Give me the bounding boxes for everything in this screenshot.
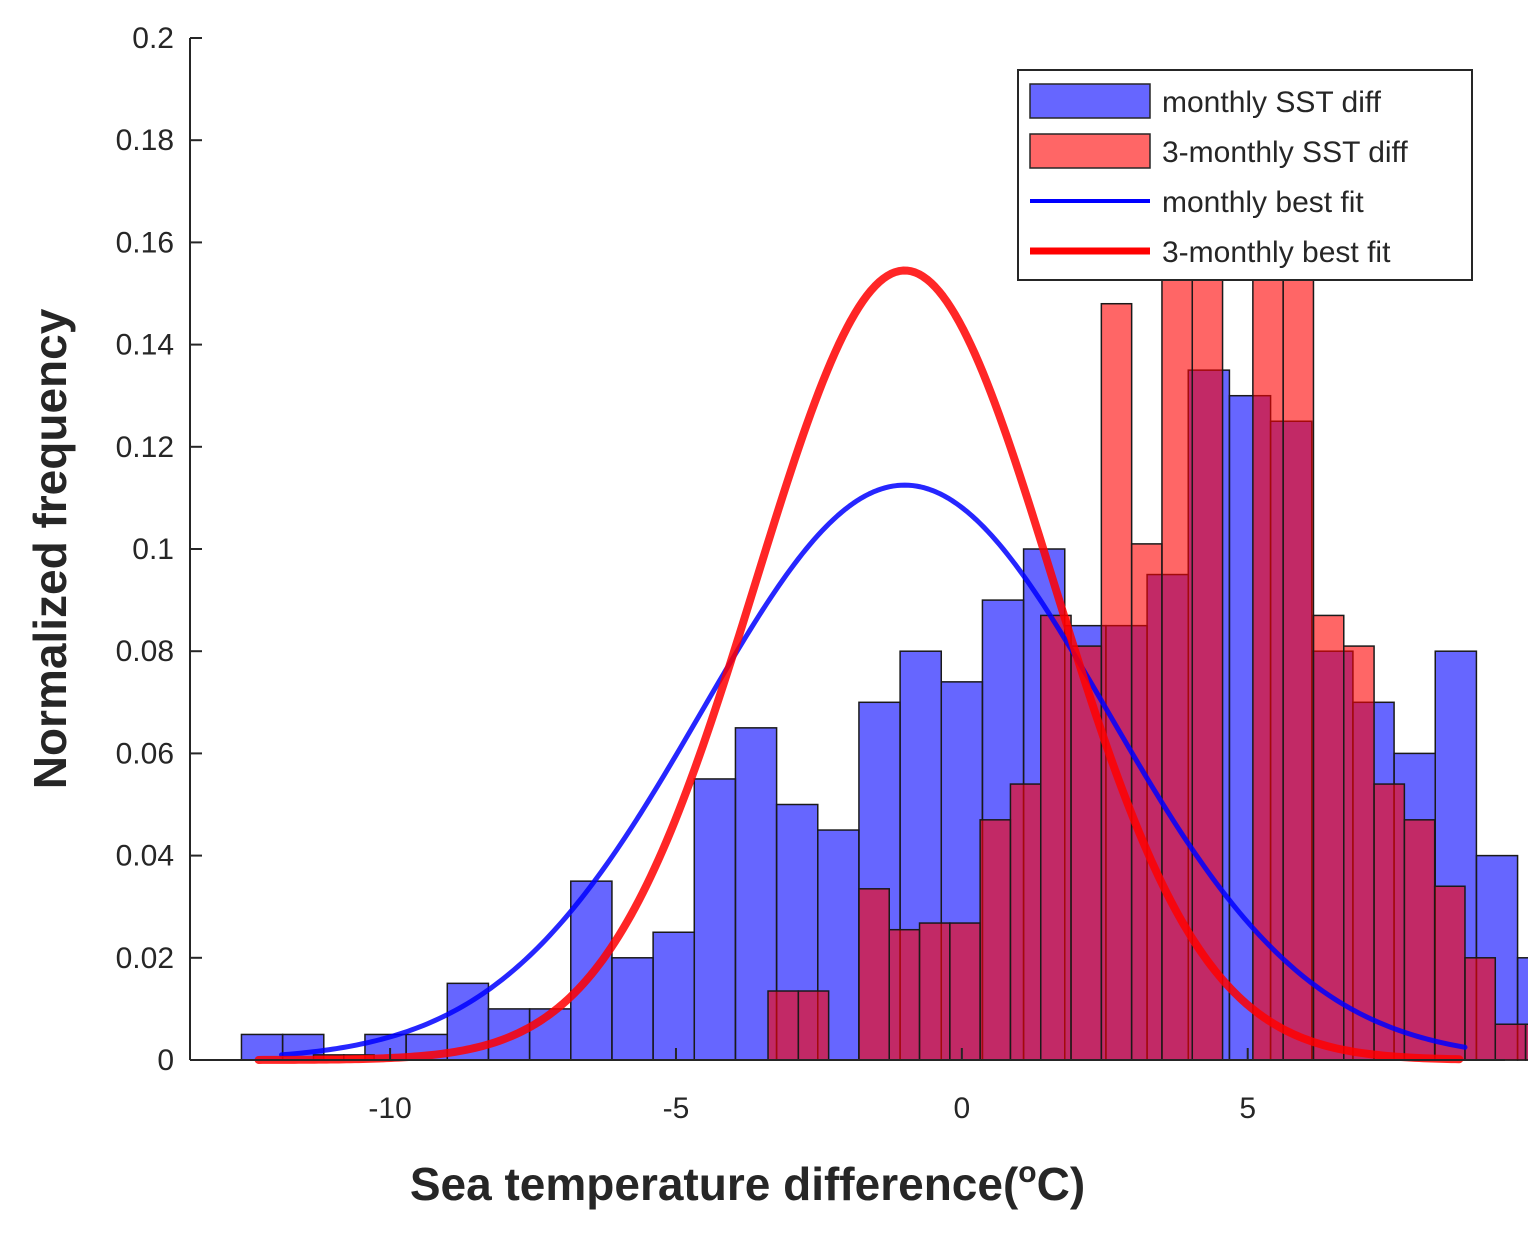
histogram-bar [1403, 819, 1436, 1061]
histogram-bar [1524, 1023, 1528, 1061]
fit-lines [254, 266, 1468, 1064]
y-tick-label: 0.06 [116, 737, 174, 770]
histogram-bar [949, 922, 981, 1061]
x-tick-label: 5 [1239, 1092, 1256, 1125]
y-tick-label: 0.18 [116, 124, 174, 157]
histogram-bar [240, 1033, 284, 1061]
histogram-bar [652, 931, 696, 1061]
histogram-bar [1191, 200, 1224, 1061]
histogram-bar [858, 888, 890, 1061]
x-tick-label: 0 [954, 1092, 971, 1125]
x-ticks: -10 -5 0 5 [368, 1048, 1256, 1125]
y-ticks: 0 0.02 0.04 0.06 0.08 0.1 0.12 0.14 0.16 0.18 0.2 [116, 22, 202, 1077]
histogram-bar [611, 957, 654, 1061]
y-tick-label: 0.02 [116, 942, 174, 975]
monthly-fit-curve [278, 482, 1468, 1058]
y-tick-label: 0.04 [116, 840, 174, 873]
y-tick-label: 0.14 [116, 329, 174, 362]
histogram-bar [693, 778, 737, 1061]
x-tick-label: -10 [368, 1092, 411, 1125]
histogram-bar [1100, 302, 1133, 1061]
histogram-bar [1009, 783, 1042, 1061]
x-axis-title-main: Sea temperature difference( [410, 1158, 1019, 1210]
x-axis-title: Sea temperature difference(oC) [410, 1156, 1085, 1210]
y-tick-label: 0.16 [116, 226, 174, 259]
y-tick-label: 0.12 [116, 431, 174, 464]
histogram-bar [1516, 957, 1528, 1061]
legend-label-three-monthly-fit: 3-monthly best fit [1162, 236, 1391, 269]
histogram-bar [1282, 170, 1315, 1061]
histogram-bar [797, 990, 830, 1061]
y-tick-label: 0 [157, 1044, 174, 1077]
x-axis-title-tail: C) [1037, 1158, 1086, 1210]
histogram-bar [1039, 614, 1072, 1061]
y-tick-label: 0.1 [132, 533, 174, 566]
histogram-bar [1343, 645, 1375, 1061]
legend-swatch-three-monthly [1029, 133, 1151, 169]
histogram-bar [918, 922, 951, 1061]
three-monthly-fit-curve [254, 266, 1464, 1064]
legend-swatch-monthly [1029, 83, 1151, 119]
histogram-bar [1494, 1023, 1527, 1061]
y-tick-label: 0.2 [132, 22, 174, 55]
axes: 00.020.040.060.080.10.120.140.160.180.2 … [116, 22, 1505, 1125]
legend-label-monthly-fit: monthly best fit [1162, 186, 1364, 219]
legend-label-monthly: monthly SST diff [1162, 86, 1382, 119]
three-monthly-bars [312, 98, 1528, 1061]
legend: monthly SST diff 3-monthly SST diff mont… [1017, 69, 1473, 281]
histogram-bar [1130, 543, 1163, 1061]
histogram-bar [1464, 957, 1497, 1061]
legend-label-three-monthly: 3-monthly SST diff [1162, 136, 1408, 169]
histogram-bar [888, 928, 921, 1061]
y-axis-title: Normalized frequency [24, 308, 76, 789]
histogram-bar [979, 819, 1012, 1061]
histogram-bar [1433, 885, 1466, 1061]
histogram-bar [1252, 170, 1284, 1061]
x-tick-label: -5 [663, 1092, 690, 1125]
y-tick-label: 0.08 [116, 635, 174, 668]
x-axis-title-superscript: o [1018, 1156, 1036, 1189]
histogram-bar [767, 990, 800, 1061]
histogram-bar [1373, 783, 1406, 1061]
